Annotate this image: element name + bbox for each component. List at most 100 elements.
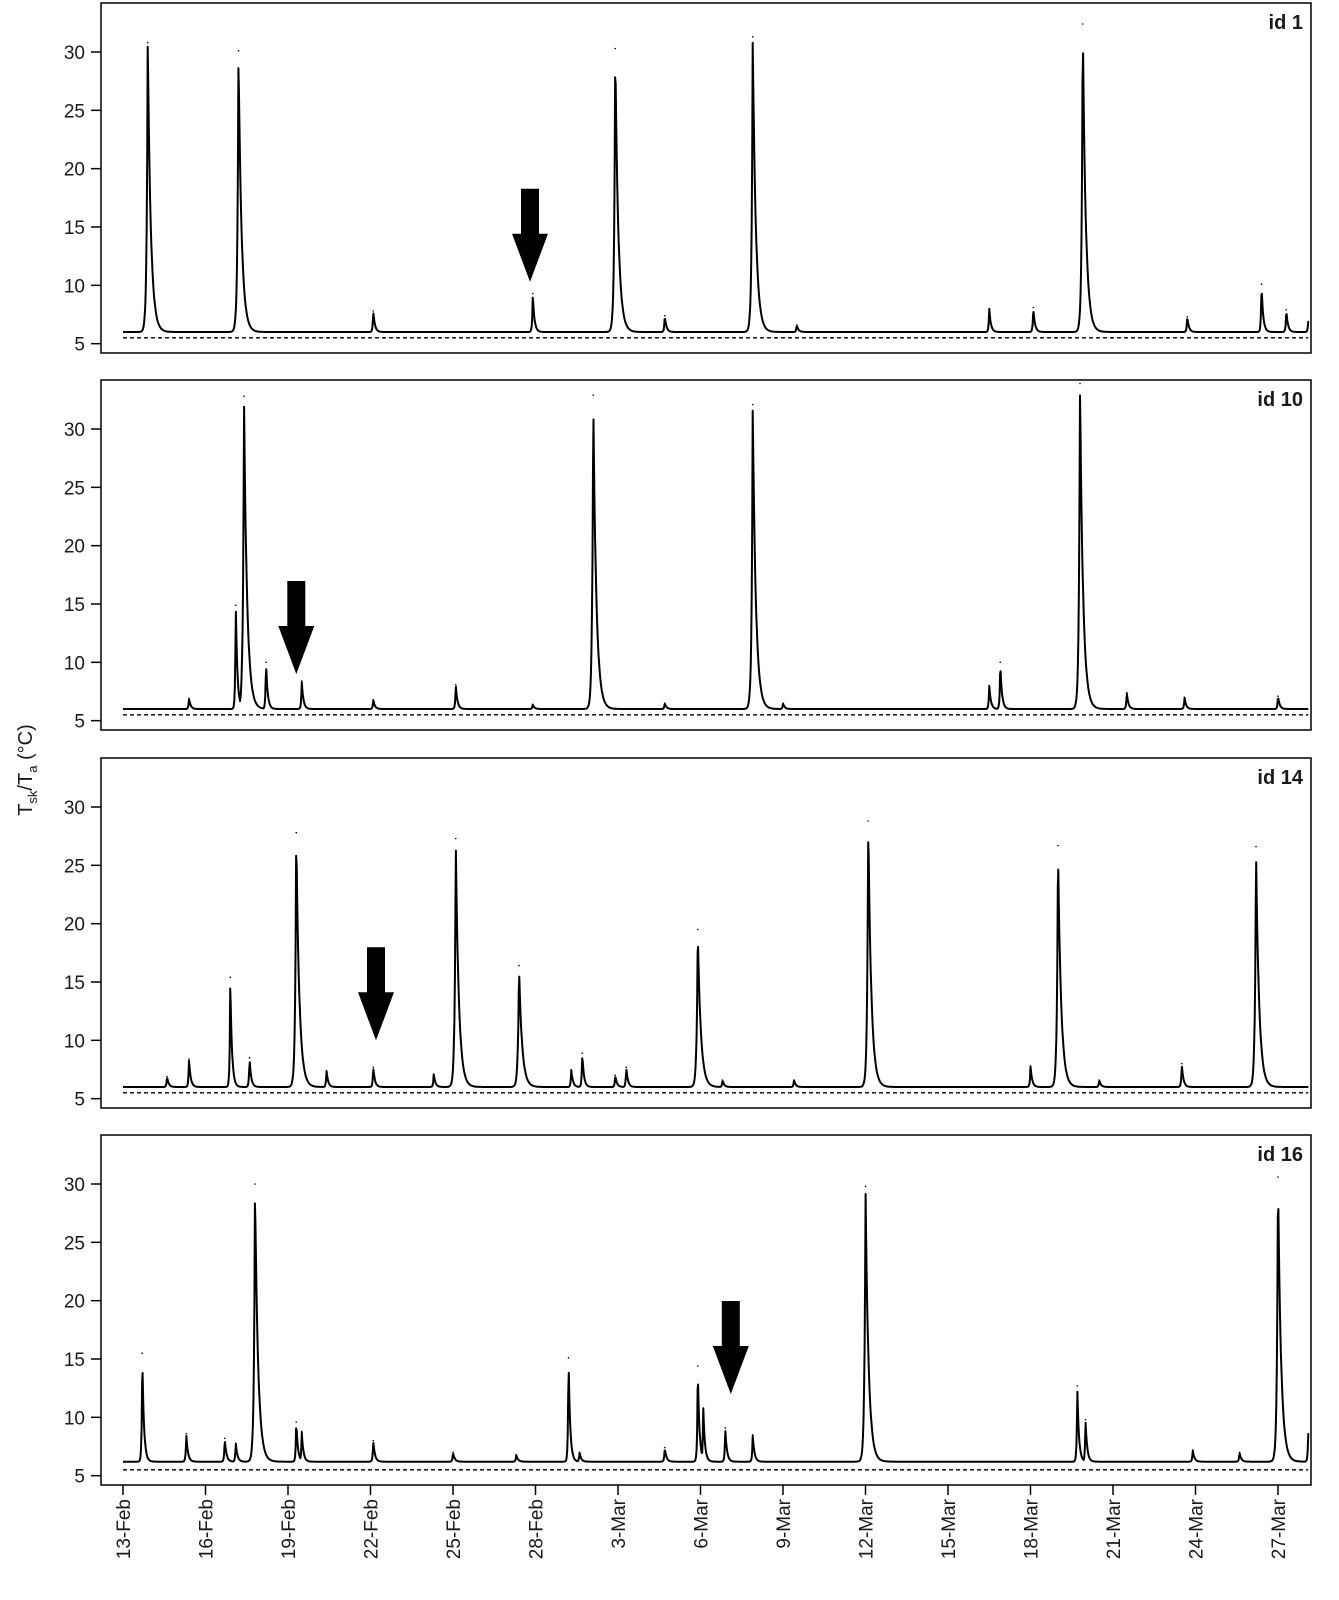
spike-peak xyxy=(782,702,784,704)
y-tick-label: 5 xyxy=(74,1467,85,1488)
spike-peak xyxy=(795,324,798,326)
panels: 5 10 15 20 25 30 id 1 5 10 15 20 25 30 id 10 5 10 15 20 25… xyxy=(64,2,1312,1488)
panel-frame xyxy=(100,379,1312,731)
spike-peak xyxy=(988,307,991,310)
spike-peak xyxy=(325,1069,328,1072)
spike-peak xyxy=(1084,1418,1087,1421)
y-axis-label-main: T xyxy=(15,804,37,816)
y-tick-label: 5 xyxy=(74,335,85,356)
spike-peak xyxy=(248,1057,251,1059)
spike-peak xyxy=(237,50,240,52)
spike-peak xyxy=(223,1437,226,1440)
arrow-indicator xyxy=(712,1301,749,1394)
spike-peak xyxy=(1081,23,1084,25)
spike-peak xyxy=(793,1079,795,1081)
spike-peak xyxy=(372,310,375,312)
spike-peak xyxy=(751,1434,754,1436)
spike-peak xyxy=(988,684,991,687)
y-tick-label: 25 xyxy=(64,101,85,122)
x-tick-label: 16-Feb xyxy=(197,1499,218,1559)
spike-peak xyxy=(1255,845,1257,848)
y-tick-label: 30 xyxy=(64,420,85,441)
spike-peak xyxy=(515,1453,518,1456)
spike-peak xyxy=(295,1421,298,1423)
spike-peak xyxy=(614,47,617,50)
y-tick-label: 25 xyxy=(64,1233,85,1254)
spike-peak xyxy=(372,698,375,701)
panel-frame xyxy=(100,1134,1312,1486)
spike-peak xyxy=(1260,283,1263,285)
y-tick-label: 30 xyxy=(64,1175,85,1196)
spike-peak xyxy=(751,36,754,38)
x-tick-label: 6-Mar xyxy=(692,1498,713,1548)
spike-peak xyxy=(1180,1062,1183,1065)
spike-peak xyxy=(696,928,699,931)
spike-peak xyxy=(432,1073,435,1075)
spike-peak xyxy=(581,1052,584,1054)
spike-peak xyxy=(254,1183,256,1185)
series-line xyxy=(122,1193,1310,1463)
arrow-indicator xyxy=(278,581,315,674)
spike-peak xyxy=(452,1451,454,1454)
panel-label: id 1 xyxy=(1269,12,1303,34)
panel-2: 5 10 15 20 25 30 id 10 xyxy=(64,379,1312,733)
spike-peak xyxy=(1076,1385,1079,1387)
y-tick-label: 20 xyxy=(64,537,85,558)
spike-peak xyxy=(166,1075,168,1078)
spike-peak xyxy=(300,1430,303,1433)
x-tick-label: 13-Feb xyxy=(114,1499,135,1559)
spike-peak xyxy=(663,1446,666,1449)
x-tick-label: 9-Mar xyxy=(774,1498,795,1548)
spike-peak xyxy=(234,1442,237,1444)
panel-frame xyxy=(100,2,1312,354)
x-tick-label: 22-Feb xyxy=(362,1499,383,1559)
y-tick-label: 15 xyxy=(64,973,85,994)
y-axis-label-sub1: sk xyxy=(25,790,40,804)
y-tick-label: 15 xyxy=(64,218,85,239)
spike-peak xyxy=(570,1068,573,1071)
spike-peak xyxy=(1191,1449,1194,1451)
spike-peak xyxy=(188,1058,190,1060)
y-tick-label: 25 xyxy=(64,478,85,499)
spike-peak xyxy=(243,395,245,398)
spike-peak xyxy=(663,314,666,317)
y-tick-label: 10 xyxy=(64,653,85,674)
x-tick-label: 24-Mar xyxy=(1187,1498,1208,1559)
panel-label: id 10 xyxy=(1257,389,1303,411)
panel-3: 5 10 15 20 25 30 id 14 xyxy=(64,757,1312,1111)
spike-peak xyxy=(1285,309,1288,311)
spike-peak xyxy=(454,837,457,840)
x-tick-label: 15-Mar xyxy=(939,1498,960,1559)
x-tick-label: 25-Feb xyxy=(444,1499,465,1559)
spike-peak xyxy=(1186,316,1189,318)
y-axis-label: Tsk/Ta (°C) xyxy=(15,724,40,816)
series-line xyxy=(122,394,1309,710)
spike-peak xyxy=(1098,1079,1101,1081)
spike-peak xyxy=(1079,382,1081,385)
series-line xyxy=(122,41,1310,333)
spike-peak xyxy=(867,820,870,822)
panel-frame xyxy=(100,757,1312,1109)
y-tick-label: 25 xyxy=(64,856,85,877)
spike-peak xyxy=(265,661,267,664)
y-tick-label: 30 xyxy=(64,43,85,64)
spike-peak xyxy=(1277,695,1279,697)
x-tick-label: 3-Mar xyxy=(609,1498,630,1548)
x-tick-label: 21-Mar xyxy=(1104,1498,1125,1559)
spike-peak xyxy=(141,1352,144,1354)
spike-peak xyxy=(702,1407,705,1409)
spike-peak xyxy=(625,1066,628,1068)
y-tick-label: 20 xyxy=(64,1292,85,1313)
spike-peak xyxy=(999,661,1002,664)
x-tick-label: 28-Feb xyxy=(527,1499,548,1559)
spike-peak xyxy=(454,683,457,686)
series-line xyxy=(122,841,1309,1088)
spike-peak xyxy=(864,1185,867,1188)
spike-peak xyxy=(372,1066,375,1068)
y-tick-label: 15 xyxy=(64,595,85,616)
x-axis: 13-Feb 16-Feb 19-Feb 22-Feb 25-Feb 28-Feb 3-Ma… xyxy=(114,1485,1290,1559)
spike-peak xyxy=(1032,306,1035,309)
y-tick-label: 10 xyxy=(64,276,85,297)
y-axis-label-mid: /T xyxy=(15,773,37,791)
spike-peak xyxy=(1277,1176,1279,1178)
